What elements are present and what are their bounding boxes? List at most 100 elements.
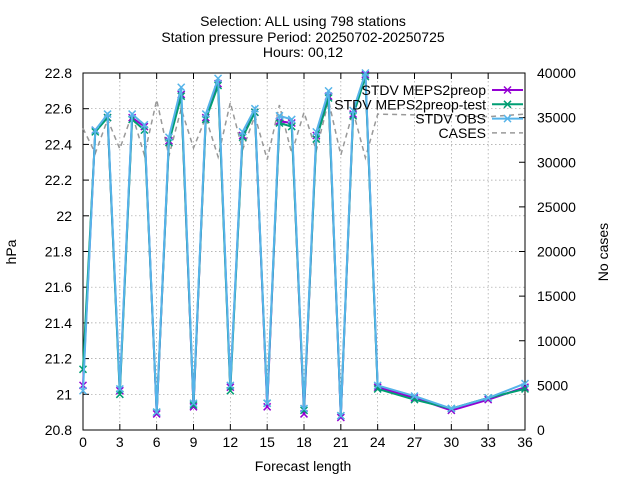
marker-stroke [152, 408, 161, 417]
y-axis-label: hPa [3, 239, 19, 264]
marker-stroke [503, 85, 512, 95]
y-tick-label: 22 [56, 208, 72, 224]
marker-stroke [128, 110, 137, 119]
x-tick-label: 21 [333, 434, 349, 450]
marker-stroke [78, 386, 88, 395]
title-line-2: Station pressure Period: 20250702-202507… [161, 29, 445, 45]
data-point [189, 400, 198, 410]
y-tick-label: 21.4 [45, 315, 72, 331]
data-point [349, 106, 358, 115]
data-point [299, 404, 309, 413]
y2-tick-label: 20000 [537, 244, 576, 260]
x-tick-label: 0 [79, 434, 87, 450]
data-point [152, 408, 161, 417]
y2-tick-label: 35000 [537, 110, 576, 126]
marker-stroke [520, 379, 530, 388]
data-point [189, 402, 198, 411]
legend-marker [503, 100, 512, 109]
marker-stroke [484, 393, 493, 402]
y2-tick-label: 0 [537, 422, 545, 438]
data-point [214, 74, 223, 83]
x-tick-label: 36 [517, 434, 533, 450]
marker-stroke [152, 409, 161, 418]
y2-tick-label: 5000 [537, 377, 568, 393]
marker-stroke [373, 381, 382, 390]
marker-stroke [140, 120, 149, 129]
data-point [152, 409, 161, 418]
marker-stroke [361, 68, 370, 78]
marker-stroke [201, 110, 210, 119]
axes: 0 3 6 9 12 15 18 21 24 27 30 33 3620.82121.221.421.6… [45, 65, 576, 450]
data-point [336, 411, 345, 420]
x-tick-label: 24 [370, 434, 386, 450]
legend-label: CASES [439, 125, 486, 141]
data-point [373, 381, 382, 390]
marker-stroke [189, 402, 198, 411]
legend-entry-stdv-obs: STDV OBS [415, 111, 523, 127]
data-point [226, 381, 235, 390]
marker-stroke [91, 126, 100, 135]
y2-tick-label: 25000 [537, 199, 576, 215]
marker-stroke [324, 86, 333, 95]
y2-axis-label: No cases [595, 223, 611, 281]
y2-tick-label: 15000 [537, 288, 576, 304]
data-point [336, 413, 345, 422]
data-point [324, 86, 333, 95]
x-tick-label: 6 [153, 434, 161, 450]
x-tick-label: 12 [223, 434, 239, 450]
marker-stroke [250, 104, 259, 113]
marker-stroke [238, 127, 247, 136]
data-point [115, 384, 124, 393]
y-tick-label: 22.4 [45, 136, 72, 152]
legend-entry-stdv-meps2preop: STDV MEPS2preop [362, 82, 523, 98]
marker-stroke [275, 111, 284, 120]
legend-label: STDV OBS [415, 111, 486, 127]
data-point [164, 133, 173, 142]
y-tick-label: 21.6 [45, 279, 72, 295]
marker-stroke [336, 411, 345, 420]
data-point [78, 386, 88, 395]
y-tick-label: 20.8 [45, 422, 72, 438]
legend-marker [503, 114, 512, 123]
y-tick-label: 21.2 [45, 351, 72, 367]
data-point [177, 83, 186, 92]
data-point [410, 392, 419, 401]
marker-stroke [287, 115, 296, 124]
marker-stroke [336, 413, 345, 422]
chart-title: Selection: ALL using 798 stations Statio… [161, 13, 445, 60]
x-axis-label: Forecast length [255, 458, 352, 474]
x-tick-label: 33 [480, 434, 496, 450]
marker-stroke [226, 381, 235, 390]
data-point [250, 104, 259, 113]
data-point [140, 120, 149, 129]
marker-stroke [349, 106, 358, 115]
marker-stroke [312, 127, 321, 136]
x-tick-label: 3 [116, 434, 124, 450]
legend-label: STDV MEPS2preop [362, 82, 487, 98]
y2-tick-label: 10000 [537, 333, 576, 349]
marker-stroke [214, 74, 223, 83]
plot-series [78, 68, 530, 422]
data-point [91, 126, 100, 135]
data-point [238, 127, 247, 136]
x-tick-label: 27 [407, 434, 423, 450]
marker-stroke [177, 83, 186, 92]
data-point [263, 399, 272, 408]
x-tick-label: 15 [259, 434, 275, 450]
marker-stroke [115, 384, 124, 393]
marker-stroke [410, 393, 419, 402]
title-line-3: Hours: 00,12 [263, 44, 343, 60]
marker-stroke [189, 400, 198, 410]
marker-stroke [503, 100, 512, 109]
data-point [128, 110, 137, 119]
x-tick-label: 30 [444, 434, 460, 450]
data-point [520, 379, 530, 388]
data-point [263, 402, 272, 411]
marker-stroke [263, 399, 272, 408]
data-point [201, 110, 210, 119]
legend-marker [503, 85, 512, 95]
marker-stroke [447, 404, 456, 413]
marker-stroke [189, 399, 198, 408]
